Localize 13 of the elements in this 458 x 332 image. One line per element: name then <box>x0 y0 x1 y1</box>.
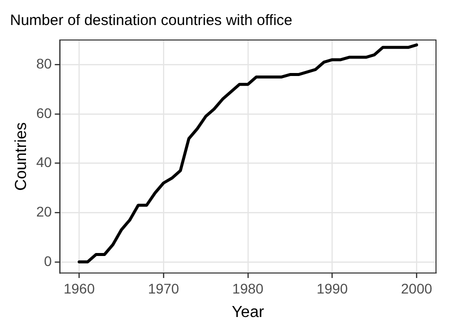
x-tick-label: 2000 <box>401 280 432 296</box>
chart-title: Number of destination countries with office <box>10 12 292 30</box>
x-tick-label: 1990 <box>316 280 348 296</box>
y-axis-title: Countries <box>13 122 30 191</box>
y-tick-label: 80 <box>36 56 52 72</box>
y-tick-label: 60 <box>36 104 52 121</box>
x-tick-label: 1980 <box>232 280 264 296</box>
y-tick-label: 40 <box>36 154 52 170</box>
y-tick-label: 20 <box>36 203 52 220</box>
x-axis-title: Year <box>232 304 265 321</box>
x-tick-label: 1970 <box>148 280 180 296</box>
y-tick-label: 0 <box>44 252 52 269</box>
x-tick-label: 1960 <box>64 280 95 296</box>
